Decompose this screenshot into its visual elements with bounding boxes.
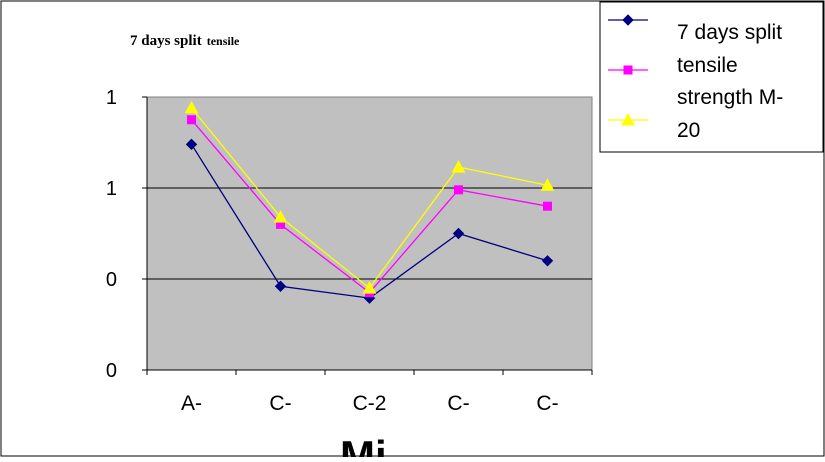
legend-key-marker	[622, 14, 634, 26]
axes	[142, 96, 593, 375]
x-tick-label: C-	[536, 392, 558, 415]
data-point	[362, 281, 377, 294]
legend-key-1	[608, 14, 648, 26]
x-axis-label: Mi	[340, 432, 387, 457]
data-point	[454, 185, 463, 195]
grid-lines	[147, 187, 592, 280]
data-point	[541, 255, 554, 267]
data-point	[451, 160, 466, 173]
legend-markers	[608, 14, 648, 126]
series-layer	[184, 100, 555, 304]
series-1	[185, 138, 554, 304]
data-point	[273, 210, 288, 223]
y-tick-label: 0	[106, 269, 117, 291]
legend: 7 days split tensile strength M- 20	[599, 1, 824, 153]
x-tick-label: C-2	[353, 392, 387, 415]
y-tick-label: 1	[106, 87, 117, 109]
data-point	[185, 138, 198, 151]
y-tick-label: 1	[106, 178, 117, 200]
data-point	[543, 201, 552, 211]
legend-key-3	[608, 112, 648, 126]
data-point	[184, 100, 199, 114]
legend-entry-2: tensile	[677, 54, 738, 77]
chart-title-main: 7 days split	[130, 33, 202, 49]
x-tick-label: C-	[269, 392, 291, 415]
series-3	[184, 100, 555, 294]
chart-title: 7 days split tensile	[130, 33, 240, 49]
legend-box	[599, 1, 824, 153]
legend-key-marker	[621, 112, 635, 126]
x-tick-label: C-	[447, 392, 469, 415]
legend-entry-4: 20	[677, 119, 700, 142]
data-point	[274, 280, 287, 292]
x-tick-labels: A- C- C-2 C- C-	[181, 392, 559, 415]
chart-title-small: tensile	[207, 34, 240, 48]
legend-key-2	[608, 65, 648, 75]
x-tick-label: A-	[181, 392, 202, 415]
plot-area	[146, 96, 593, 371]
legend-key-marker	[623, 65, 633, 75]
legend-entry-1: 7 days split	[677, 21, 782, 44]
y-tick-labels: 1 1 0 0	[106, 87, 117, 382]
data-point	[540, 178, 555, 191]
data-point	[452, 227, 465, 240]
y-tick-label: 0	[106, 360, 117, 382]
data-point	[187, 115, 196, 125]
legend-entry-3: strength M-	[677, 86, 783, 109]
